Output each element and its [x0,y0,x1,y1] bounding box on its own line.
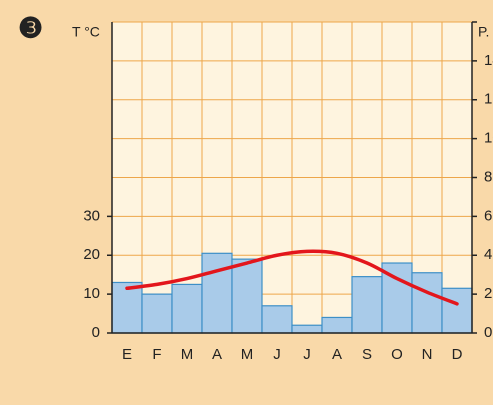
y2-axis-title: P. mm [478,24,493,40]
precipitation-bar [261,305,293,334]
precipitation-bar [351,276,383,334]
y-axis-title: T °C [72,24,100,40]
precipitation-bar [171,283,203,334]
x-tick-label: J [273,346,281,363]
x-tick-label: E [122,346,132,363]
y-tick-label: 20 [83,246,100,263]
precipitation-bar [141,293,173,334]
temperature-line [125,249,459,306]
y2-tick-label: 40 [484,246,493,263]
y2-tick-label: 100 [484,130,493,147]
y2-tick-label: 0 [484,324,492,341]
y2-tick-label: 60 [484,207,493,224]
x-tick-label: O [391,346,403,363]
y-tick-label: 10 [83,285,100,302]
x-tick-label: F [152,346,161,363]
y-tick-label: 30 [83,207,100,224]
precipitation-bar [201,252,233,334]
precipitation-bar [321,316,353,334]
badge: ❸ [18,12,43,43]
precipitation-bar [291,324,323,334]
x-tick-label: M [181,346,194,363]
precipitation-bar [111,281,143,334]
y2-tick-label: 80 [484,168,493,185]
y-tick-label: 0 [92,324,100,341]
y2-tick-label: 20 [484,285,493,302]
x-tick-label: A [212,346,222,363]
y2-tick-label: 140 [484,52,493,69]
precipitation-bar [231,258,263,334]
x-tick-label: M [241,346,254,363]
precipitation-bar [411,272,443,334]
x-tick-label: S [362,346,372,363]
precipitation-bar [441,287,473,334]
x-tick-label: N [422,346,433,363]
y2-tick-label: 120 [484,91,493,108]
x-tick-label: D [452,346,463,363]
x-tick-label: J [303,346,311,363]
x-tick-label: A [332,346,342,363]
